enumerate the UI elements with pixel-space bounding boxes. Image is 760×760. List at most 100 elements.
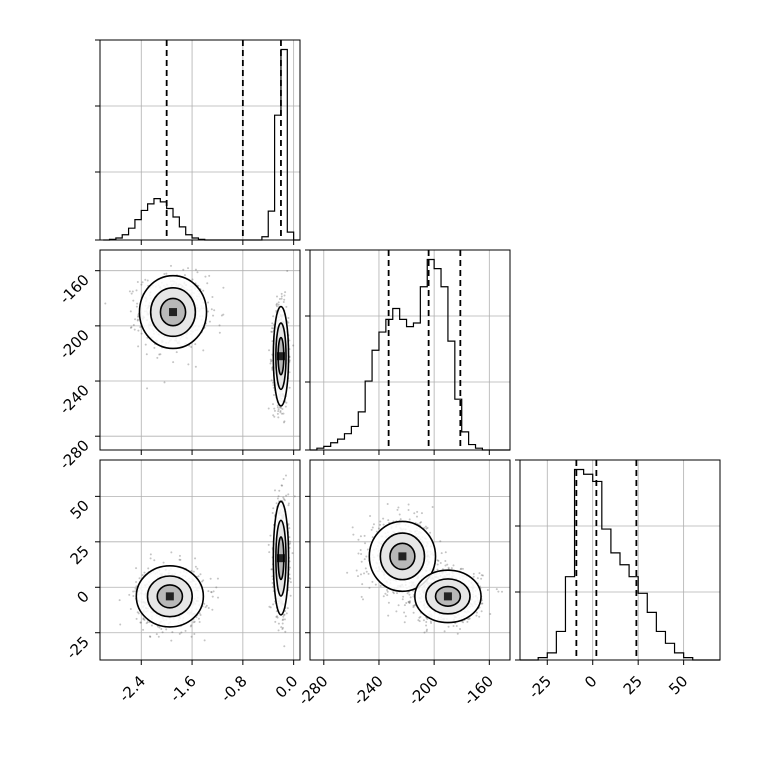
sample-point xyxy=(273,415,276,418)
sample-point xyxy=(392,592,395,595)
sample-point xyxy=(284,474,287,477)
sample-point xyxy=(478,572,481,575)
sample-point xyxy=(359,573,362,576)
sample-point xyxy=(149,557,152,560)
sample-point xyxy=(371,526,374,529)
sample-point xyxy=(379,523,382,526)
sample-point xyxy=(149,553,152,556)
sample-point xyxy=(401,598,404,601)
sample-point xyxy=(436,563,439,566)
sample-point xyxy=(357,552,360,555)
sample-point xyxy=(426,526,429,529)
sample-point xyxy=(447,625,450,628)
sample-point xyxy=(220,314,223,317)
histogram-panel-1 xyxy=(305,249,511,451)
contour-line xyxy=(379,532,426,581)
sample-point xyxy=(282,618,285,621)
sample-point xyxy=(146,279,149,282)
sample-point xyxy=(480,610,483,613)
sample-point xyxy=(155,633,158,636)
sample-point xyxy=(287,493,290,496)
sample-point xyxy=(136,318,139,321)
y-tick-label: 25 xyxy=(67,542,93,568)
sample-point xyxy=(281,627,284,630)
sample-point xyxy=(193,620,196,623)
sample-point xyxy=(132,590,135,593)
sample-point xyxy=(360,595,363,598)
sample-point xyxy=(189,625,192,628)
sample-point xyxy=(420,512,423,515)
y-tick-label: -160 xyxy=(56,271,93,308)
x-tick-label: -160 xyxy=(460,672,497,709)
sample-point xyxy=(135,289,138,292)
sample-point xyxy=(281,407,284,410)
sample-point xyxy=(190,346,193,349)
sample-point xyxy=(137,315,140,318)
sample-point xyxy=(158,626,161,629)
sample-point xyxy=(288,566,291,569)
sample-point xyxy=(399,518,402,521)
sample-point xyxy=(212,590,215,593)
sample-point xyxy=(276,615,279,618)
sample-point xyxy=(204,606,207,609)
sample-point xyxy=(129,608,132,611)
sample-point xyxy=(278,489,281,492)
sample-point xyxy=(396,592,399,595)
sample-point xyxy=(139,326,142,329)
scatter-panel-0-1 xyxy=(99,249,301,451)
sample-point xyxy=(157,635,160,638)
sample-point xyxy=(146,387,149,390)
sample-point xyxy=(481,574,484,577)
sample-point xyxy=(279,411,282,414)
sample-point xyxy=(418,616,421,619)
histogram-panel-0 xyxy=(95,39,301,241)
sample-point xyxy=(408,601,411,604)
sample-point xyxy=(419,521,422,524)
sample-point xyxy=(132,324,135,327)
contour-line xyxy=(389,542,416,571)
sample-point xyxy=(452,624,455,627)
sample-point xyxy=(409,596,412,599)
sample-point xyxy=(467,618,470,621)
x-tick-label: -2.4 xyxy=(116,672,149,705)
sample-point xyxy=(444,564,447,567)
x-tick-label: 25 xyxy=(620,672,646,698)
sample-point xyxy=(429,620,432,623)
sample-point xyxy=(180,631,183,634)
sample-point xyxy=(137,329,140,332)
x-tick-label: 50 xyxy=(665,672,691,698)
sample-point xyxy=(272,603,275,606)
sample-point xyxy=(382,517,385,520)
sample-point xyxy=(136,611,139,614)
sample-point xyxy=(277,622,280,625)
sample-point xyxy=(446,563,449,566)
sample-point xyxy=(165,628,168,631)
sample-point xyxy=(277,301,280,304)
scatter-frame xyxy=(99,249,301,451)
sample-point xyxy=(369,514,372,517)
sample-point xyxy=(198,620,201,623)
sample-point xyxy=(268,551,271,554)
contour-line xyxy=(156,584,184,609)
sample-point xyxy=(207,607,210,610)
sample-point xyxy=(436,568,439,571)
sample-point xyxy=(278,297,281,300)
sample-point xyxy=(386,503,389,506)
sample-point xyxy=(270,379,273,382)
sample-point xyxy=(143,618,146,621)
sample-point xyxy=(281,626,284,629)
sample-point xyxy=(407,503,410,506)
sample-point xyxy=(132,595,135,598)
sample-point xyxy=(275,303,278,306)
sample-point xyxy=(275,302,278,305)
sample-point xyxy=(271,568,274,571)
sample-point xyxy=(429,531,432,534)
sample-point xyxy=(286,270,289,273)
sample-point xyxy=(475,611,478,614)
sample-point xyxy=(409,600,412,603)
sample-point xyxy=(272,394,275,397)
sample-point xyxy=(370,528,373,531)
sample-point xyxy=(408,600,411,603)
sample-point xyxy=(397,506,400,509)
sample-point xyxy=(280,626,283,629)
